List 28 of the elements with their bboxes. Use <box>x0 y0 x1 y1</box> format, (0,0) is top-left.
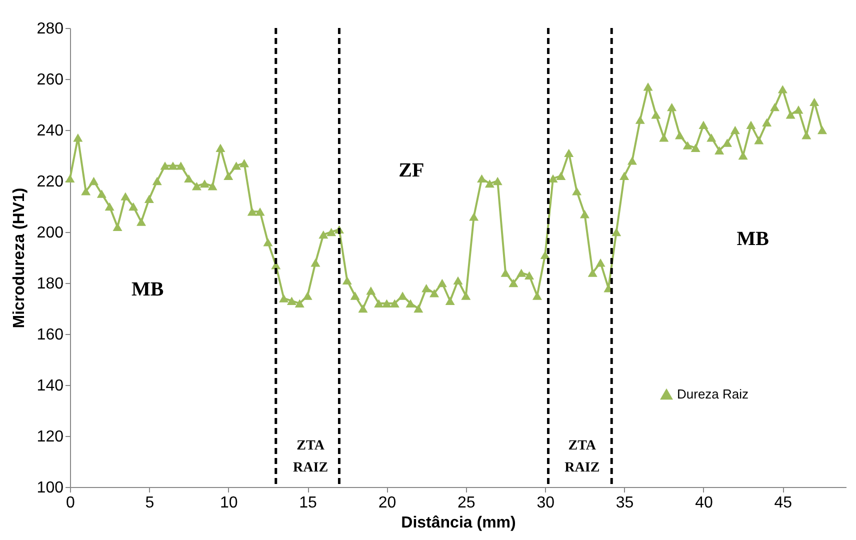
x-tick-label: 25 <box>458 494 476 512</box>
annotation: ZTA RAIZ <box>293 438 328 476</box>
y-tick-label: 100 <box>36 480 64 496</box>
y-tick-label: 160 <box>36 326 64 344</box>
x-tick-label: 0 <box>66 494 76 512</box>
x-tick-label: 15 <box>299 494 318 512</box>
x-tick-label: 35 <box>616 494 634 512</box>
y-tick-label: 280 <box>36 20 64 38</box>
y-tick-label: 200 <box>36 224 64 242</box>
annotation: ZF <box>398 159 424 182</box>
x-axis-title: Distância (mm) <box>401 514 516 532</box>
x-tick-label: 10 <box>220 494 238 512</box>
annotation: ZTA RAIZ <box>564 438 600 476</box>
y-tick-label: 240 <box>36 122 64 140</box>
annotation: MB <box>131 278 164 301</box>
annotation: MB <box>736 228 769 250</box>
y-tick-label: 120 <box>36 428 64 446</box>
x-tick-label: 40 <box>695 494 713 512</box>
x-tick-label: 30 <box>536 494 555 512</box>
y-tick-label: 220 <box>36 174 64 190</box>
x-tick-label: 45 <box>774 494 792 512</box>
y-tick-label: 140 <box>36 378 64 394</box>
legend-label: Dureza Raiz <box>677 386 749 402</box>
x-tick-label: 20 <box>378 494 396 512</box>
y-axis-title: Microdureza (HV1) <box>10 188 28 328</box>
y-tick-label: 180 <box>36 276 64 292</box>
y-tick-label: 260 <box>36 72 64 88</box>
x-tick-label: 5 <box>145 494 154 512</box>
